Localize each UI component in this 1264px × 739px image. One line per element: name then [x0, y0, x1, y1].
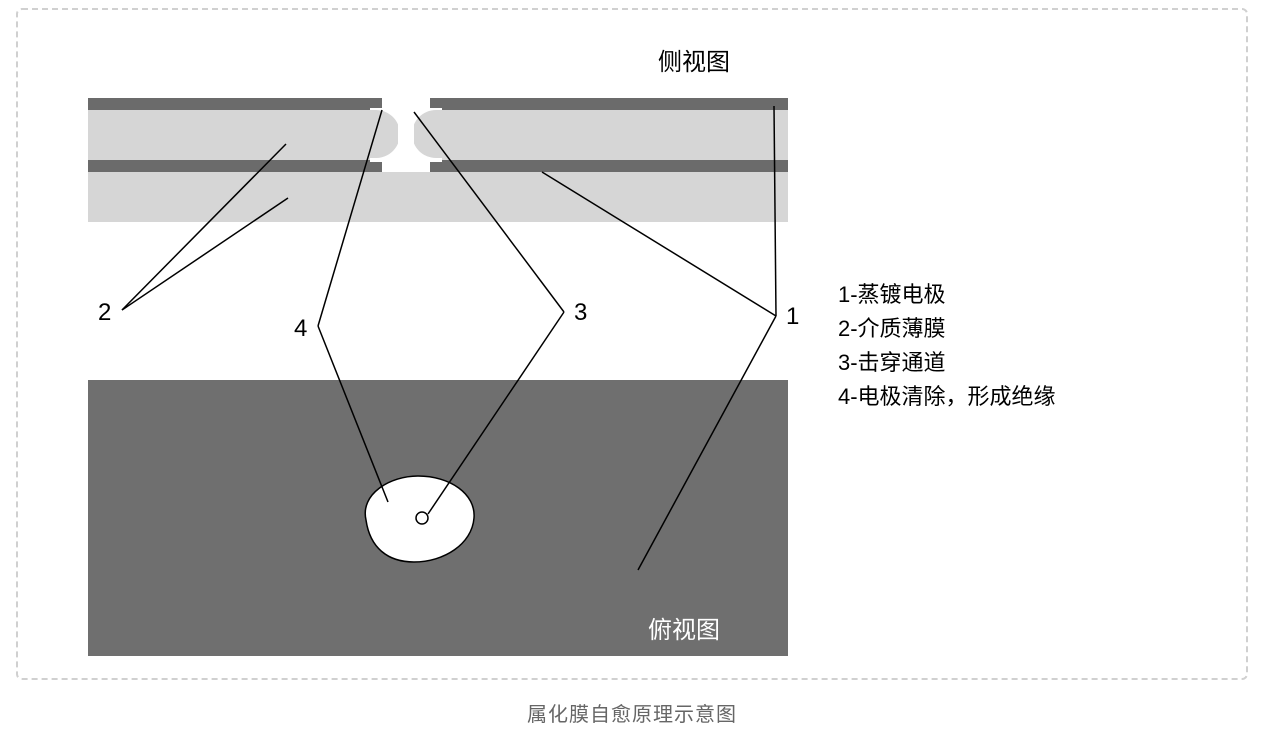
legend-3: 3-击穿通道 — [838, 350, 946, 375]
top-view-label: 俯视图 — [648, 617, 720, 644]
callout-numbers: 2 4 3 1 — [98, 299, 799, 342]
callout-3: 3 — [574, 299, 587, 326]
gap-top-channel — [398, 108, 414, 162]
diagram-svg: 侧视图 俯视图 — [18, 10, 1246, 678]
side-lower-film — [88, 172, 788, 222]
callout-4: 4 — [294, 315, 307, 342]
side-mid-electrode-left — [88, 160, 382, 172]
legend-4: 4-电极清除，形成绝缘 — [838, 384, 1056, 409]
legend-2: 2-介质薄膜 — [838, 316, 946, 341]
legend-group: 1-蒸镀电极 2-介质薄膜 3-击穿通道 4-电极清除，形成绝缘 — [838, 282, 1056, 409]
callout-2: 2 — [98, 299, 111, 326]
top-view-group: 俯视图 — [88, 380, 788, 656]
side-upper-electrode-right — [430, 98, 788, 110]
figure-caption: 属化膜自愈原理示意图 — [0, 698, 1264, 727]
side-upper-electrode-left — [88, 98, 382, 110]
side-mid-electrode-right — [430, 160, 788, 172]
legend-1: 1-蒸镀电极 — [838, 282, 946, 307]
figure-border: 侧视图 俯视图 — [16, 8, 1248, 680]
top-view-pinhole — [416, 512, 428, 524]
side-view-group: 侧视图 — [88, 49, 788, 222]
callout-1: 1 — [786, 303, 799, 330]
side-view-label: 侧视图 — [658, 49, 730, 76]
